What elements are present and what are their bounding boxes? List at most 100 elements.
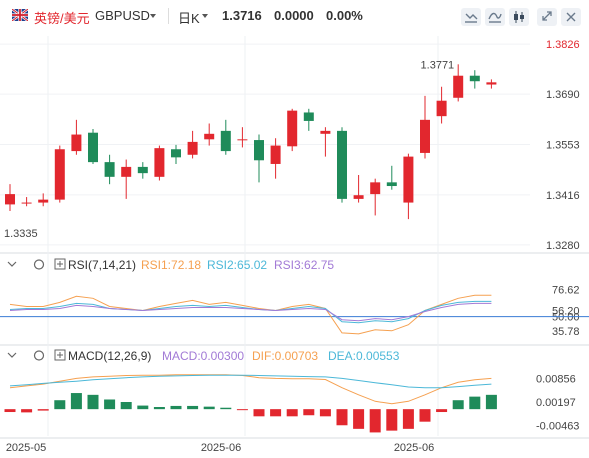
indicator-curve-button[interactable]	[485, 8, 505, 26]
rsi3-label: RSI3:62.75	[274, 258, 334, 272]
chart-toolbar: 英镑/美元 GBPUSD 日K 1.3716 0.0000 0.00%	[0, 0, 589, 32]
candle-body	[420, 119, 430, 153]
rsi1-label: RSI1:72.18	[141, 258, 201, 272]
macd-bar	[54, 400, 66, 410]
macd-bar	[253, 409, 265, 417]
macd-series	[9, 374, 492, 405]
rsi-settings-icon[interactable]	[33, 259, 45, 270]
candles-button[interactable]	[509, 8, 529, 26]
indicator-curve-icon	[488, 12, 502, 23]
rsi-header: RSI(7,14,21) RSI1:72.18 RSI2:65.02 RSI3:…	[7, 258, 334, 272]
candle-body	[386, 182, 397, 187]
macd-bar	[153, 407, 165, 410]
time-tick-label: 2025-05	[6, 442, 46, 454]
candle-body	[270, 145, 281, 164]
macd-settings-icon[interactable]	[33, 350, 45, 361]
candle-body	[171, 149, 181, 158]
macd-bar	[286, 409, 298, 417]
rsi-tick-label: 76.62	[552, 285, 580, 297]
macd-bar	[353, 409, 365, 429]
dif-line	[9, 374, 492, 405]
price-change: 0.0000	[274, 8, 314, 23]
close-button[interactable]	[561, 8, 581, 26]
indicator-line-icon	[465, 13, 478, 23]
collapse-rsi-icon[interactable]	[7, 261, 17, 267]
symbol-dropdown-icon[interactable]	[150, 14, 156, 18]
candle-body	[469, 75, 480, 82]
candle-body	[436, 100, 447, 117]
macd-bar	[303, 409, 315, 416]
candle-body	[154, 148, 165, 177]
macd-label: MACD:0.00300	[162, 349, 244, 363]
rsi-toggle-icon[interactable]	[54, 258, 66, 270]
price-tick-label: 1.3690	[546, 89, 580, 101]
price-tick-label: 1.3280	[546, 240, 580, 252]
macd-bar	[452, 400, 464, 410]
macd-header: MACD(12,26,9) MACD:0.00300 DIF:0.00703 D…	[7, 349, 400, 363]
candle-body	[137, 166, 148, 174]
low-price-label: 1.3335	[4, 228, 38, 240]
macd-bar	[319, 409, 331, 417]
macd-bar	[70, 393, 82, 410]
macd-bar	[469, 396, 481, 410]
macd-tick-label: 0.00856	[536, 374, 576, 386]
rsi2-label: RSI2:65.02	[207, 258, 267, 272]
candle-body	[220, 130, 231, 152]
rsi-series	[9, 294, 492, 335]
macd-bar	[270, 409, 282, 417]
price-change-pct: 0.00%	[326, 8, 363, 23]
macd-histogram	[4, 393, 497, 433]
macd-bar	[187, 405, 199, 410]
macd-axis: 0.00856 0.00197 -0.00463	[536, 374, 579, 433]
macd-bar	[336, 409, 348, 426]
price-axis: 1.3826 1.3690 1.3553 1.3416 1.3280	[546, 39, 580, 252]
rsi-line-1	[9, 294, 492, 335]
macd-bar	[419, 409, 431, 422]
indicator-line-button[interactable]	[461, 8, 481, 26]
candle-body	[337, 130, 347, 199]
macd-bar	[485, 394, 497, 410]
candle-body	[303, 112, 314, 121]
candle-body	[320, 130, 331, 134]
candle-body	[453, 75, 464, 98]
macd-tick-label: -0.00463	[536, 421, 579, 433]
macd-toggle-plus	[57, 352, 63, 358]
candle-body	[486, 82, 497, 85]
macd-bar	[203, 406, 215, 410]
symbol-code[interactable]: GBPUSD	[95, 8, 150, 23]
macd-bar	[120, 402, 132, 410]
macd-bar	[170, 405, 182, 410]
dif-label: DIF:0.00703	[252, 349, 318, 363]
pair-name[interactable]: 英镑/美元	[34, 11, 90, 26]
candle-body	[353, 195, 364, 199]
period-dropdown-icon[interactable]	[202, 14, 208, 18]
macd-bar	[37, 409, 49, 411]
candle-body	[237, 139, 248, 141]
candles-icon	[514, 11, 524, 23]
macd-bar	[220, 407, 232, 410]
price-tick-label: 1.3553	[546, 139, 580, 151]
high-price-label: 1.3771	[421, 59, 455, 71]
macd-bar	[137, 405, 149, 410]
macd-bar	[4, 409, 16, 413]
candle-body	[71, 134, 82, 152]
fullscreen-button[interactable]	[537, 8, 557, 26]
collapse-macd-icon[interactable]	[7, 352, 17, 358]
time-tick-label: 2025-06	[201, 442, 241, 454]
candle-body	[88, 132, 98, 163]
macd-bar	[87, 394, 99, 410]
rsi-line-2	[9, 300, 492, 324]
candle-body	[370, 182, 381, 195]
rsi-title: RSI(7,14,21)	[68, 258, 136, 272]
macd-toggle-icon[interactable]	[54, 349, 66, 361]
rsi-tick-label: 56.20	[552, 305, 580, 317]
last-price: 1.3716	[222, 8, 262, 23]
candle-body	[403, 156, 414, 203]
macd-bar	[436, 409, 448, 413]
candle-body	[254, 140, 264, 161]
price-tick-label: 1.3416	[546, 190, 580, 202]
period-selector[interactable]: 日K	[178, 11, 200, 26]
fullscreen-icon	[542, 11, 552, 21]
